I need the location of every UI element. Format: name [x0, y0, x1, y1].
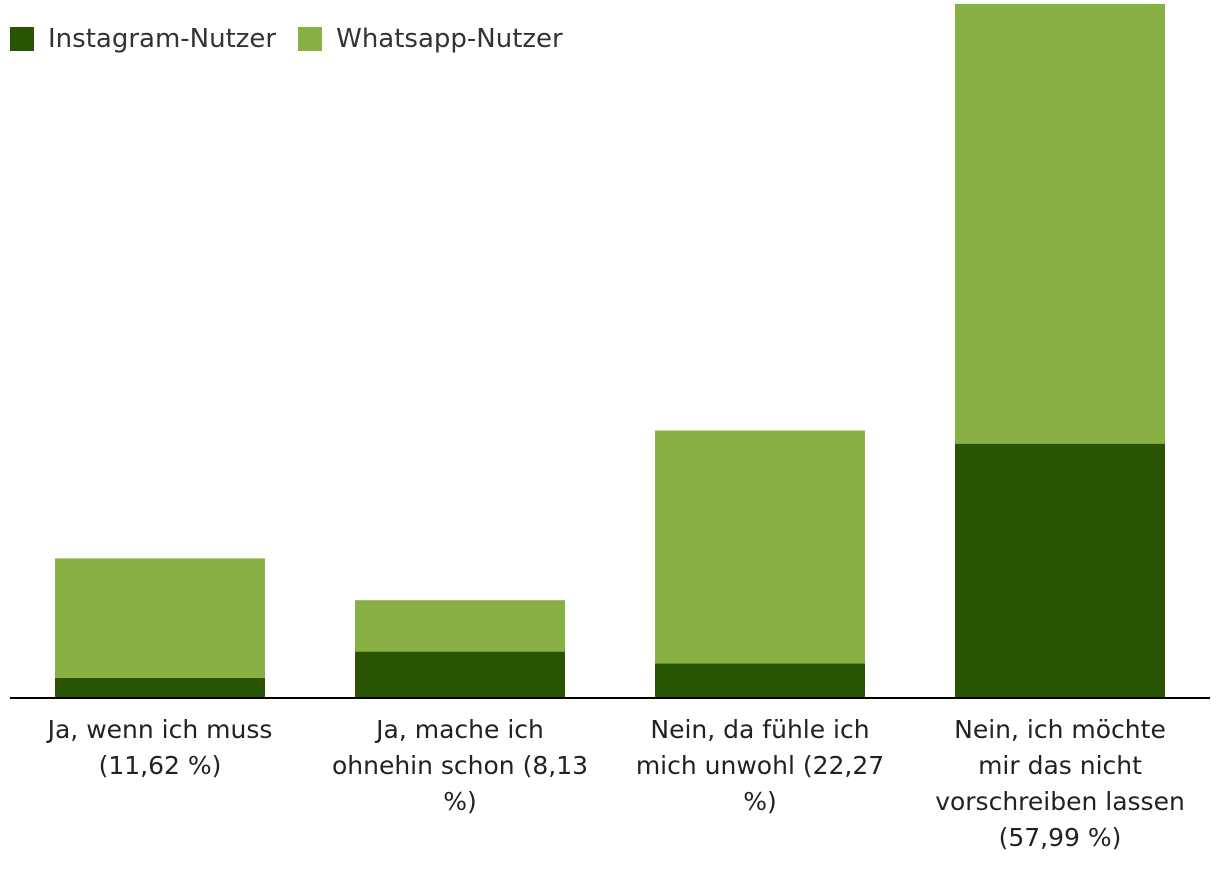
bar-whatsapp-3 — [655, 430, 865, 664]
legend-swatch-whatsapp — [298, 27, 323, 51]
bar-whatsapp-4 — [955, 3, 1165, 444]
category-label-4: Nein, ich möchte mir das nicht vorschrei… — [935, 715, 1185, 852]
category-label-1: Ja, wenn ich muss (11,62 %) — [47, 715, 273, 780]
bar-instagram-2 — [355, 651, 565, 697]
bar-instagram-4 — [955, 443, 1165, 697]
bar-whatsapp-1 — [55, 558, 265, 678]
legend-item-whatsapp: Whatsapp-Nutzer — [298, 24, 563, 54]
legend-item-instagram: Instagram-Nutzer — [10, 24, 276, 54]
bar-whatsapp-2 — [355, 600, 565, 652]
legend: Instagram-Nutzer Whatsapp-Nutzer — [10, 20, 563, 58]
category-label-2: Ja, mache ich ohnehin schon (8,13 %) — [331, 715, 589, 816]
bar-instagram-1 — [55, 677, 265, 697]
legend-label-instagram: Instagram-Nutzer — [48, 24, 277, 54]
bar-instagram-3 — [655, 663, 865, 697]
category-label-3: Nein, da fühle ich mich unwohl (22,27 %) — [635, 715, 885, 816]
legend-label-whatsapp: Whatsapp-Nutzer — [336, 24, 563, 54]
legend-swatch-instagram — [10, 27, 34, 51]
